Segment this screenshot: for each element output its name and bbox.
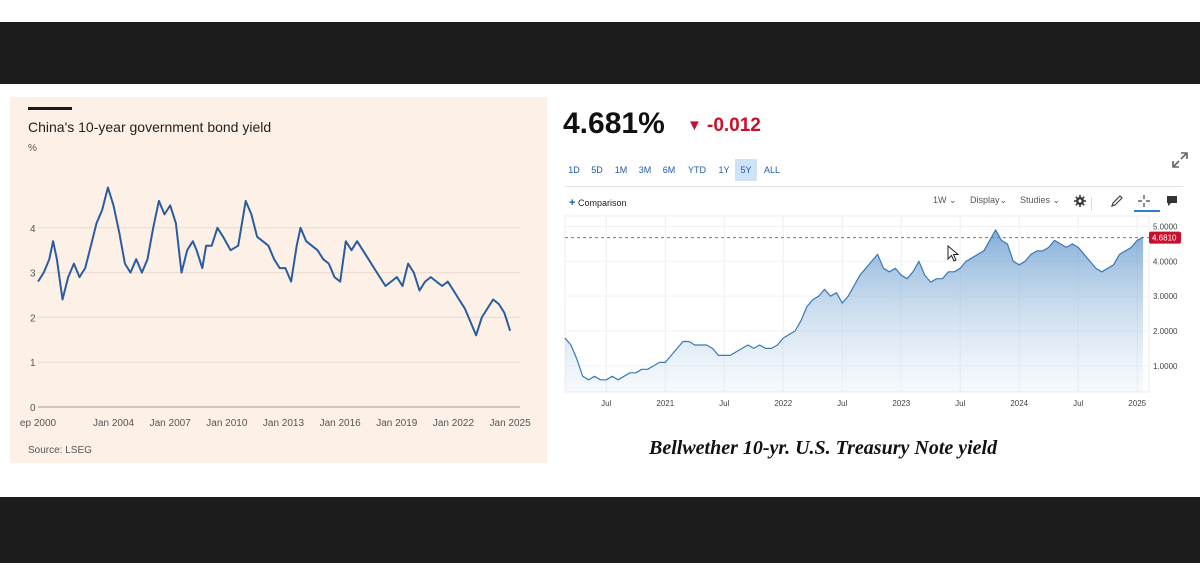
y-tick-label: 1.0000 <box>1153 362 1178 371</box>
x-tick-label: Jul <box>1073 399 1083 408</box>
y-tick-label: 0 <box>30 403 36 414</box>
gear-icon[interactable] <box>1073 194 1087 208</box>
yield-change: -0.012 <box>707 115 761 136</box>
studies-dropdown[interactable]: Studies ⌄ <box>1020 195 1060 206</box>
x-tick-label: Jul <box>837 399 847 408</box>
chevron-down-icon: ⌄ <box>949 195 957 205</box>
y-tick-label: 4 <box>30 224 36 235</box>
interval-label: 1W <box>933 195 947 205</box>
x-tick-label: Jul <box>955 399 965 408</box>
plus-icon: + <box>569 197 576 209</box>
studies-label: Studies <box>1020 195 1051 205</box>
toolbar-separator <box>1091 197 1092 211</box>
y-tick-label: 4.0000 <box>1153 257 1178 266</box>
x-tick-label: 2021 <box>656 399 674 408</box>
x-tick-label: Jan 2022 <box>433 418 475 429</box>
range-tab-ytd[interactable]: YTD <box>688 165 706 175</box>
chart-source: Source: LSEG <box>28 445 92 456</box>
comment-icon[interactable] <box>1165 194 1179 208</box>
x-tick-label: ep 2000 <box>20 418 57 429</box>
mouse-cursor-icon <box>947 245 960 262</box>
yield-line <box>37 186 512 337</box>
interval-dropdown[interactable]: 1W ⌄ <box>933 195 957 206</box>
display-dropdown[interactable]: Display⌄ <box>970 195 1007 206</box>
range-tab-all[interactable]: ALL <box>763 165 780 175</box>
y-axis-unit: % <box>28 143 37 154</box>
y-tick-label: 5.0000 <box>1153 222 1178 231</box>
current-value-label: 4.6810 <box>1152 234 1177 243</box>
top-letterbox-band <box>0 22 1200 84</box>
toolbar-divider <box>565 186 1183 187</box>
range-tab-1y[interactable]: 1Y <box>718 165 730 175</box>
x-tick-label: Jan 2016 <box>320 418 362 429</box>
x-tick-label: Jul <box>719 399 729 408</box>
range-tab-6m[interactable]: 6M <box>662 165 676 175</box>
y-tick-label: 1 <box>30 358 36 369</box>
y-tick-label: 2.0000 <box>1153 327 1178 336</box>
x-tick-label: 2022 <box>774 399 792 408</box>
display-label: Display <box>970 195 1000 205</box>
expand-icon[interactable] <box>1171 151 1189 169</box>
treasury-yield-plot: Jul 2021 Jul 2022 Jul 2023 Jul 2024 Jul 2025 1.000… <box>564 215 1181 408</box>
yield-line <box>564 229 1144 381</box>
chevron-down-icon: ⌄ <box>1052 195 1061 205</box>
x-tick-label: Jan 2025 <box>490 418 532 429</box>
x-tick-label: Jan 2007 <box>150 418 192 429</box>
chevron-down-icon: ⌄ <box>999 195 1008 205</box>
comparison-label: Comparison <box>577 198 627 208</box>
range-tab-5y[interactable]: 5Y <box>735 159 757 181</box>
y-tick-label: 3 <box>30 269 36 280</box>
china-yield-plot: 0 1 2 3 4 ep 2000 Jan 2004 Jan 2007 Jan 2010 Jan … <box>20 186 532 429</box>
active-tool-indicator <box>1134 210 1160 212</box>
title-accent-bar <box>28 107 72 110</box>
y-tick-label: 3.0000 <box>1153 292 1178 301</box>
comparison-button[interactable]: + Comparison <box>569 197 626 209</box>
range-tab-1d[interactable]: 1D <box>568 165 580 175</box>
pencil-icon[interactable] <box>1110 194 1124 208</box>
x-tick-label: Jan 2004 <box>93 418 135 429</box>
y-tick-label: 2 <box>30 313 36 324</box>
x-tick-label: Jan 2019 <box>376 418 418 429</box>
current-value-tag <box>1149 231 1181 244</box>
chart-title: China's 10-year government bond yield <box>28 119 272 135</box>
x-tick-label: Jan 2010 <box>206 418 248 429</box>
range-tab-3m[interactable]: 3M <box>638 165 652 175</box>
bottom-letterbox-band <box>0 497 1200 563</box>
yield-area <box>565 229 1144 392</box>
range-tab-5d[interactable]: 5D <box>591 165 603 175</box>
x-tick-label: Jan 2013 <box>263 418 305 429</box>
x-tick-label: 2023 <box>892 399 910 408</box>
treasury-yield-widget: 4.681% ▼ -0.012 1D 5D 1M 3M 6M YTD 1Y 5Y… <box>557 97 1190 472</box>
x-tick-label: 2025 <box>1128 399 1146 408</box>
down-triangle-icon: ▼ <box>687 117 702 134</box>
chart-caption: Bellwether 10-yr. U.S. Treasury Note yie… <box>649 437 998 459</box>
x-tick-label: Jul <box>601 399 611 408</box>
current-yield: 4.681% <box>563 107 665 140</box>
x-tick-label: 2024 <box>1010 399 1028 408</box>
crosshair-icon[interactable] <box>1137 194 1151 208</box>
china-bond-yield-chart: China's 10-year government bond yield % … <box>10 97 547 463</box>
range-tab-1m[interactable]: 1M <box>614 165 628 175</box>
